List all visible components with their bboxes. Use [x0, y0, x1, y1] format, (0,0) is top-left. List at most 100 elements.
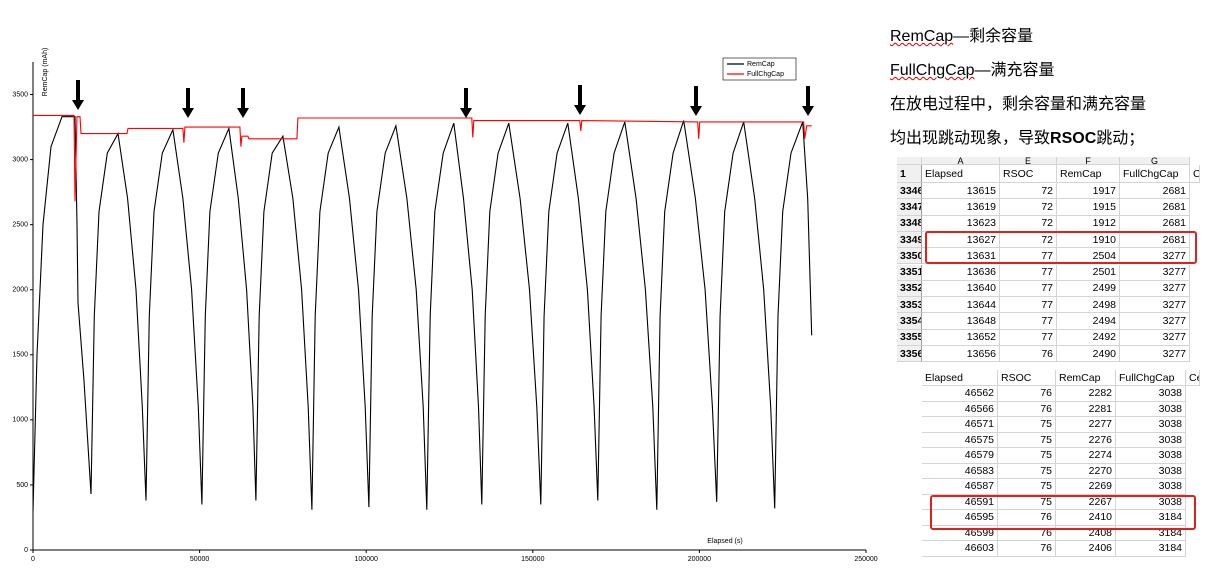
table-cell: 1912: [1057, 215, 1120, 232]
column-letter: E: [1000, 157, 1057, 165]
chart: 0 500 1000 1500 2000 2500 3000 3500 0 50000 100000…: [12, 48, 877, 563]
definition: RemCap—剩余容量: [890, 22, 1033, 46]
table-cell: 46571: [922, 417, 998, 433]
arrow: [574, 85, 586, 115]
table-cell: 46587: [922, 479, 998, 495]
table-cell: 76: [998, 386, 1056, 402]
table-cell: 76: [998, 525, 1056, 541]
table-cell: 13619: [922, 199, 1000, 216]
table-cell: 3038: [1116, 448, 1186, 464]
table-cell: 72: [1000, 231, 1057, 249]
y-tick-label: 500: [16, 482, 28, 489]
row-number: 3348: [897, 215, 922, 232]
table-cell: 46566: [922, 401, 998, 417]
table-cell: 77: [1000, 313, 1057, 330]
table-cell: 77: [1000, 264, 1057, 281]
table-cell: 75: [998, 432, 1056, 448]
table-cell: 2282: [1056, 386, 1116, 402]
highlight: [930, 495, 1196, 530]
table-cell: 76: [998, 541, 1056, 557]
column-letter: G: [1120, 157, 1190, 165]
row-number: 3346: [897, 183, 922, 200]
table-cell: 76: [998, 510, 1056, 526]
column-header: C: [1190, 165, 1200, 183]
table-cell: 13656: [922, 346, 1000, 363]
table-cell: 2406: [1056, 541, 1116, 557]
x-tick-label: 250000: [854, 556, 877, 563]
table-cell: 72: [1000, 199, 1057, 216]
note-text: 均出现跳动现象，导致: [890, 130, 1051, 147]
table-cell: 46579: [922, 448, 998, 464]
column-header: FullChgCap: [1116, 370, 1186, 386]
column-header: FullChgCap: [1120, 165, 1190, 183]
table-cell: 3184: [1116, 541, 1186, 557]
table-cell: 2501: [1057, 264, 1120, 281]
note-bold: RSOC: [1050, 130, 1097, 147]
row-number: 1: [897, 165, 922, 183]
row-number: 3356: [897, 346, 922, 363]
table-cell: 77: [1000, 297, 1057, 314]
table-cell: 3038: [1116, 386, 1186, 402]
table-cell: 1915: [1057, 199, 1120, 216]
y-tick-label: 3000: [12, 156, 28, 163]
column-header: RSOC: [998, 370, 1056, 386]
table-cell: 2410: [1056, 510, 1116, 526]
row-number: 3352: [897, 280, 922, 298]
y-tick-label: 2000: [12, 287, 28, 294]
table-cell: 2498: [1057, 297, 1120, 314]
x-tick-label: 50000: [190, 556, 210, 563]
table-cell: 2274: [1056, 448, 1116, 464]
table-cell: 2269: [1056, 479, 1116, 495]
term-text: —剩余容量: [953, 28, 1034, 45]
x-tick-label: 0: [31, 556, 35, 563]
column-header: Elapsed: [922, 165, 1000, 183]
x-tick-label: 150000: [521, 556, 544, 563]
table-cell: 76: [1000, 346, 1057, 363]
table-cell: 1917: [1057, 183, 1120, 200]
table-cell: 46562: [922, 386, 998, 402]
note-line: 均出现跳动现象，导致RSOC跳动；: [890, 124, 1144, 148]
table-cell: 13644: [922, 297, 1000, 314]
table-cell: 3277: [1120, 313, 1190, 330]
table-cell: 2490: [1057, 346, 1120, 363]
column-header: RemCap: [1057, 165, 1120, 183]
table-cell: 1910: [1057, 231, 1120, 249]
table-cell: 2681: [1120, 199, 1190, 216]
table-cell: 2681: [1120, 215, 1190, 232]
arrow: [182, 88, 194, 118]
data-line: [32, 116, 813, 512]
table-cell: 3277: [1120, 297, 1190, 314]
term: FullChgCap: [890, 62, 975, 79]
table-cell: 77: [1000, 329, 1057, 346]
table-cell: 2494: [1057, 313, 1120, 330]
table-cell: 3038: [1116, 463, 1186, 479]
table-cell: 2681: [1120, 183, 1190, 200]
x-axis-label: Elapsed (s): [707, 538, 742, 545]
table-cell: 3038: [1116, 494, 1186, 510]
table-cell: 2499: [1057, 280, 1120, 298]
y-tick-label: 2500: [12, 222, 28, 229]
table-cell: 13627: [922, 231, 1000, 249]
highlight: [925, 231, 1197, 264]
table-cell: 2270: [1056, 463, 1116, 479]
table-cell: 72: [1000, 183, 1057, 200]
table-cell: 3277: [1120, 280, 1190, 298]
legend: RemCap FullChgCap: [722, 57, 797, 81]
table-cell: 3038: [1116, 417, 1186, 433]
note-text: 跳动；: [1096, 130, 1145, 147]
table-cell: 13615: [922, 183, 1000, 200]
column-header: Ce: [1186, 370, 1200, 386]
row-number: 3349: [897, 231, 922, 249]
column-letter: A: [922, 157, 1000, 165]
table-cell: 46595: [922, 510, 998, 526]
table-cell: 75: [998, 494, 1056, 510]
row-number: 3355: [897, 329, 922, 346]
table-cell: 2276: [1056, 432, 1116, 448]
table-cell: 13623: [922, 215, 1000, 232]
arrow: [802, 86, 814, 116]
row-number: 3351: [897, 264, 922, 281]
table-cell: 13636: [922, 264, 1000, 281]
table-cell: 75: [998, 463, 1056, 479]
table-cell: 13648: [922, 313, 1000, 330]
